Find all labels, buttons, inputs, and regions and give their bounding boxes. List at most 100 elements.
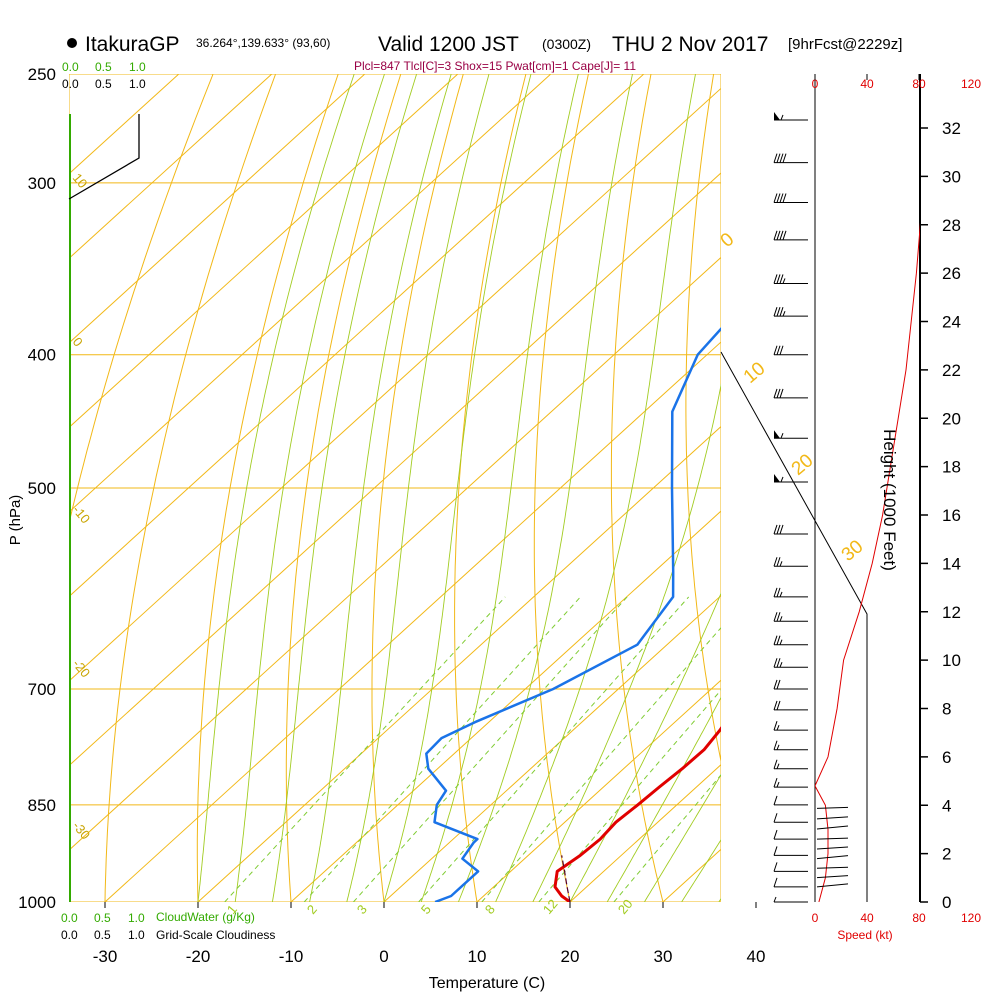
low-level-wind-line [816,825,849,830]
moist-adiabat-line [495,74,696,902]
barb-flag [779,524,784,535]
barb-flag [773,557,778,567]
cl-top-0: 0.0 [62,77,79,91]
barb-flag [782,230,787,240]
barb-flag [773,679,778,690]
wind-barb [773,846,808,856]
barb-flag [773,877,778,888]
wind-barb [774,430,808,439]
dry-adiabat-line [454,74,527,902]
cloudwater-scale-top: 0.0 0.5 1.0 [62,60,146,74]
background-lines [69,74,1000,902]
barb-flag [776,307,781,317]
isotherm-line [69,74,645,598]
cloudwater-scale-bottom: 0.0 0.5 1.0 CloudWater (g/Kg) [61,910,255,925]
barb-flag [776,658,781,668]
moist-adiabat-line [234,74,385,902]
mixing-ratio-label: 5 [418,902,434,917]
barb-flag [776,193,781,203]
cloudiness-label: Grid-Scale Cloudiness [156,928,275,942]
barb-half-flag [779,591,783,598]
barb-half-flag [780,433,784,439]
barb-flag [779,193,784,203]
dry-adiabat-label: 10 [740,358,770,388]
isotherm-line [69,74,273,260]
moist-adiabat-line [271,74,418,902]
barb-flag [773,813,778,823]
cw-top-1: 0.5 [95,60,112,74]
low-level-wind-line [816,875,849,879]
height-tick-label: 6 [942,748,951,767]
wind-barb [773,587,808,598]
barb-flag [779,307,784,317]
x-tick-label: -10 [279,947,304,966]
wind-barb [773,777,808,788]
dry-adiabat-line [685,74,721,764]
height-tick-label: 16 [942,506,961,525]
cloudiness-trace [68,114,140,200]
height-tick-label: 0 [942,893,951,912]
wind-barb [773,307,808,317]
x-tick-label: 20 [561,947,580,966]
x-tick-label: 10 [468,947,487,966]
barb-flag [773,721,778,731]
cl-bot-1: 0.5 [94,928,111,942]
barb-pennant [774,111,780,120]
parcel-path [561,855,571,902]
wind-barb [773,740,808,751]
isotherm-line [290,510,721,902]
dry-adiabat-line [610,74,664,902]
moist-adiabat-line [309,74,452,902]
cw-bot-0: 0.0 [61,911,78,925]
wind-barb [773,612,808,622]
sounding-profiles [425,326,721,902]
speed-tick-bottom: 40 [860,911,874,925]
barb-flag [779,388,784,399]
moist-adiabat-line [383,74,532,902]
dewpoint-line [425,326,721,902]
x-tick-label: 30 [654,947,673,966]
isotherm-line [849,74,1000,902]
barb-flag [773,777,778,788]
barb-flag [776,230,781,240]
moist-adiabat-label: 0 [70,334,86,349]
height-tick-label: 30 [942,167,961,186]
y-axis-title: P (hPa) [7,495,24,546]
moist-adiabat-line [346,74,490,902]
barb-flag [779,153,784,163]
barb-flag [779,345,784,355]
wind-barb [773,230,808,241]
barb-flag [773,612,778,622]
barb-flag [773,700,778,711]
barb-half-flag [782,278,786,284]
speed-tick-bottom: 80 [912,911,926,925]
pressure-tick-label: 400 [28,346,56,365]
speed-axis-title: Speed (kt) [837,928,892,942]
height-tick-label: 24 [942,313,961,332]
barb-half-flag [779,561,783,567]
mixing-ratio-line [353,596,628,902]
barb-flag [782,153,787,163]
wind-barb [773,153,808,164]
dry-adiabat-line [533,74,589,902]
barb-flag [776,635,781,645]
bullet-icon [67,38,77,48]
barb-flag [773,193,778,203]
pressure-tick-label: 500 [28,479,56,498]
dry-adiabat-label: 0 [717,229,739,252]
dry-adiabat-line [896,74,1000,902]
wind-barb [773,658,808,668]
barb-half-flag [776,781,780,788]
forecast-label: [9hrFcst@2229z] [788,36,902,53]
wind-barb [773,193,808,203]
cloudiness-scale-bottom: 0.0 0.5 1.0 Grid-Scale Cloudiness [61,928,275,942]
barb-flag [776,612,781,622]
barb-flag [773,587,778,598]
height-tick-label: 4 [942,796,951,815]
cloudiness-scale-top: 0.0 0.5 1.0 [62,77,146,91]
wind-barb [773,679,808,690]
height-tick-label: 18 [942,458,961,477]
barb-flag [776,679,781,690]
height-tick-label: 32 [942,119,961,138]
mixing-ratio-label: 2 [304,902,320,917]
